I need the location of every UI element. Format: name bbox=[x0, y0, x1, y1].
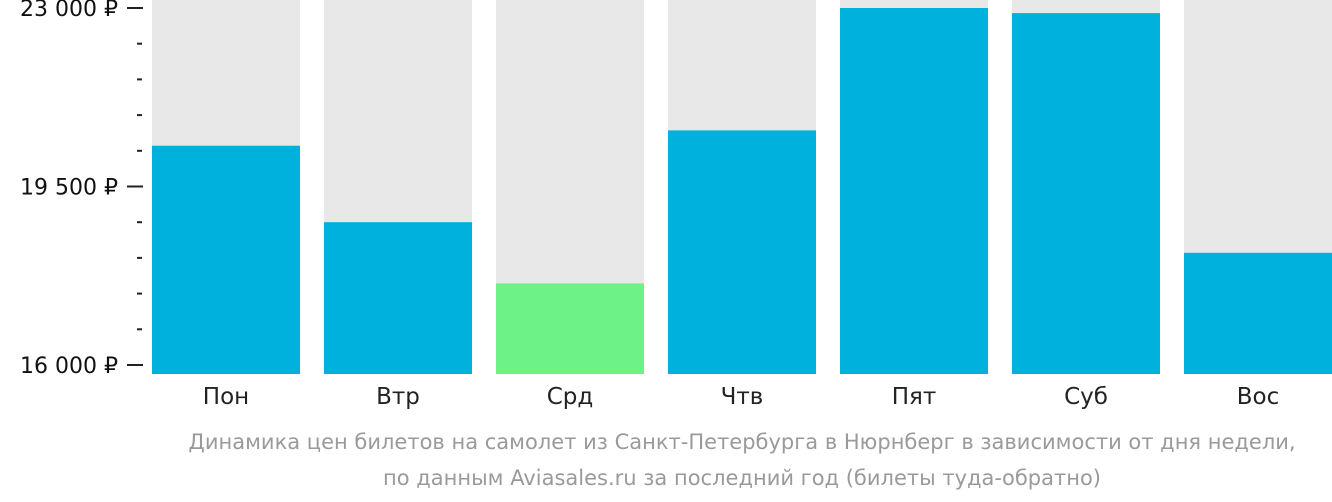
bar-2 bbox=[496, 283, 644, 374]
bar-3 bbox=[668, 130, 816, 374]
y-tick-label-0: 23 000 ₽ bbox=[20, 0, 118, 22]
x-tick-label-6: Вос bbox=[1237, 384, 1280, 410]
bar-5 bbox=[1012, 13, 1160, 374]
bar-1 bbox=[324, 222, 472, 374]
x-axis: Пон Втр Срд Чтв Пят Суб Вос bbox=[203, 384, 1279, 410]
x-tick-label-1: Втр bbox=[376, 384, 420, 410]
bar-0 bbox=[152, 145, 300, 374]
bar-6 bbox=[1184, 252, 1332, 374]
x-tick-label-5: Суб bbox=[1064, 384, 1108, 410]
bar-4 bbox=[840, 8, 988, 374]
x-tick-label-0: Пон bbox=[203, 384, 249, 410]
x-tick-label-2: Срд bbox=[547, 384, 594, 410]
y-tick-label-1: 19 500 ₽ bbox=[20, 176, 118, 201]
value-bars bbox=[152, 8, 1332, 374]
y-axis: 23 000 ₽ 19 500 ₽ 16 000 ₽ bbox=[20, 0, 143, 379]
chart-caption-line-1: Динамика цен билетов на самолет из Санкт… bbox=[188, 430, 1296, 454]
price-by-weekday-chart: 23 000 ₽ 19 500 ₽ 16 000 ₽ Пон Втр Срд Чтв Пят… bbox=[20, 0, 1332, 410]
x-tick-label-3: Чтв bbox=[721, 384, 764, 410]
x-tick-label-4: Пят bbox=[892, 384, 937, 410]
chart-caption-line-2: по данным Aviasales.ru за последний год … bbox=[383, 466, 1101, 490]
y-tick-label-2: 16 000 ₽ bbox=[20, 354, 118, 379]
